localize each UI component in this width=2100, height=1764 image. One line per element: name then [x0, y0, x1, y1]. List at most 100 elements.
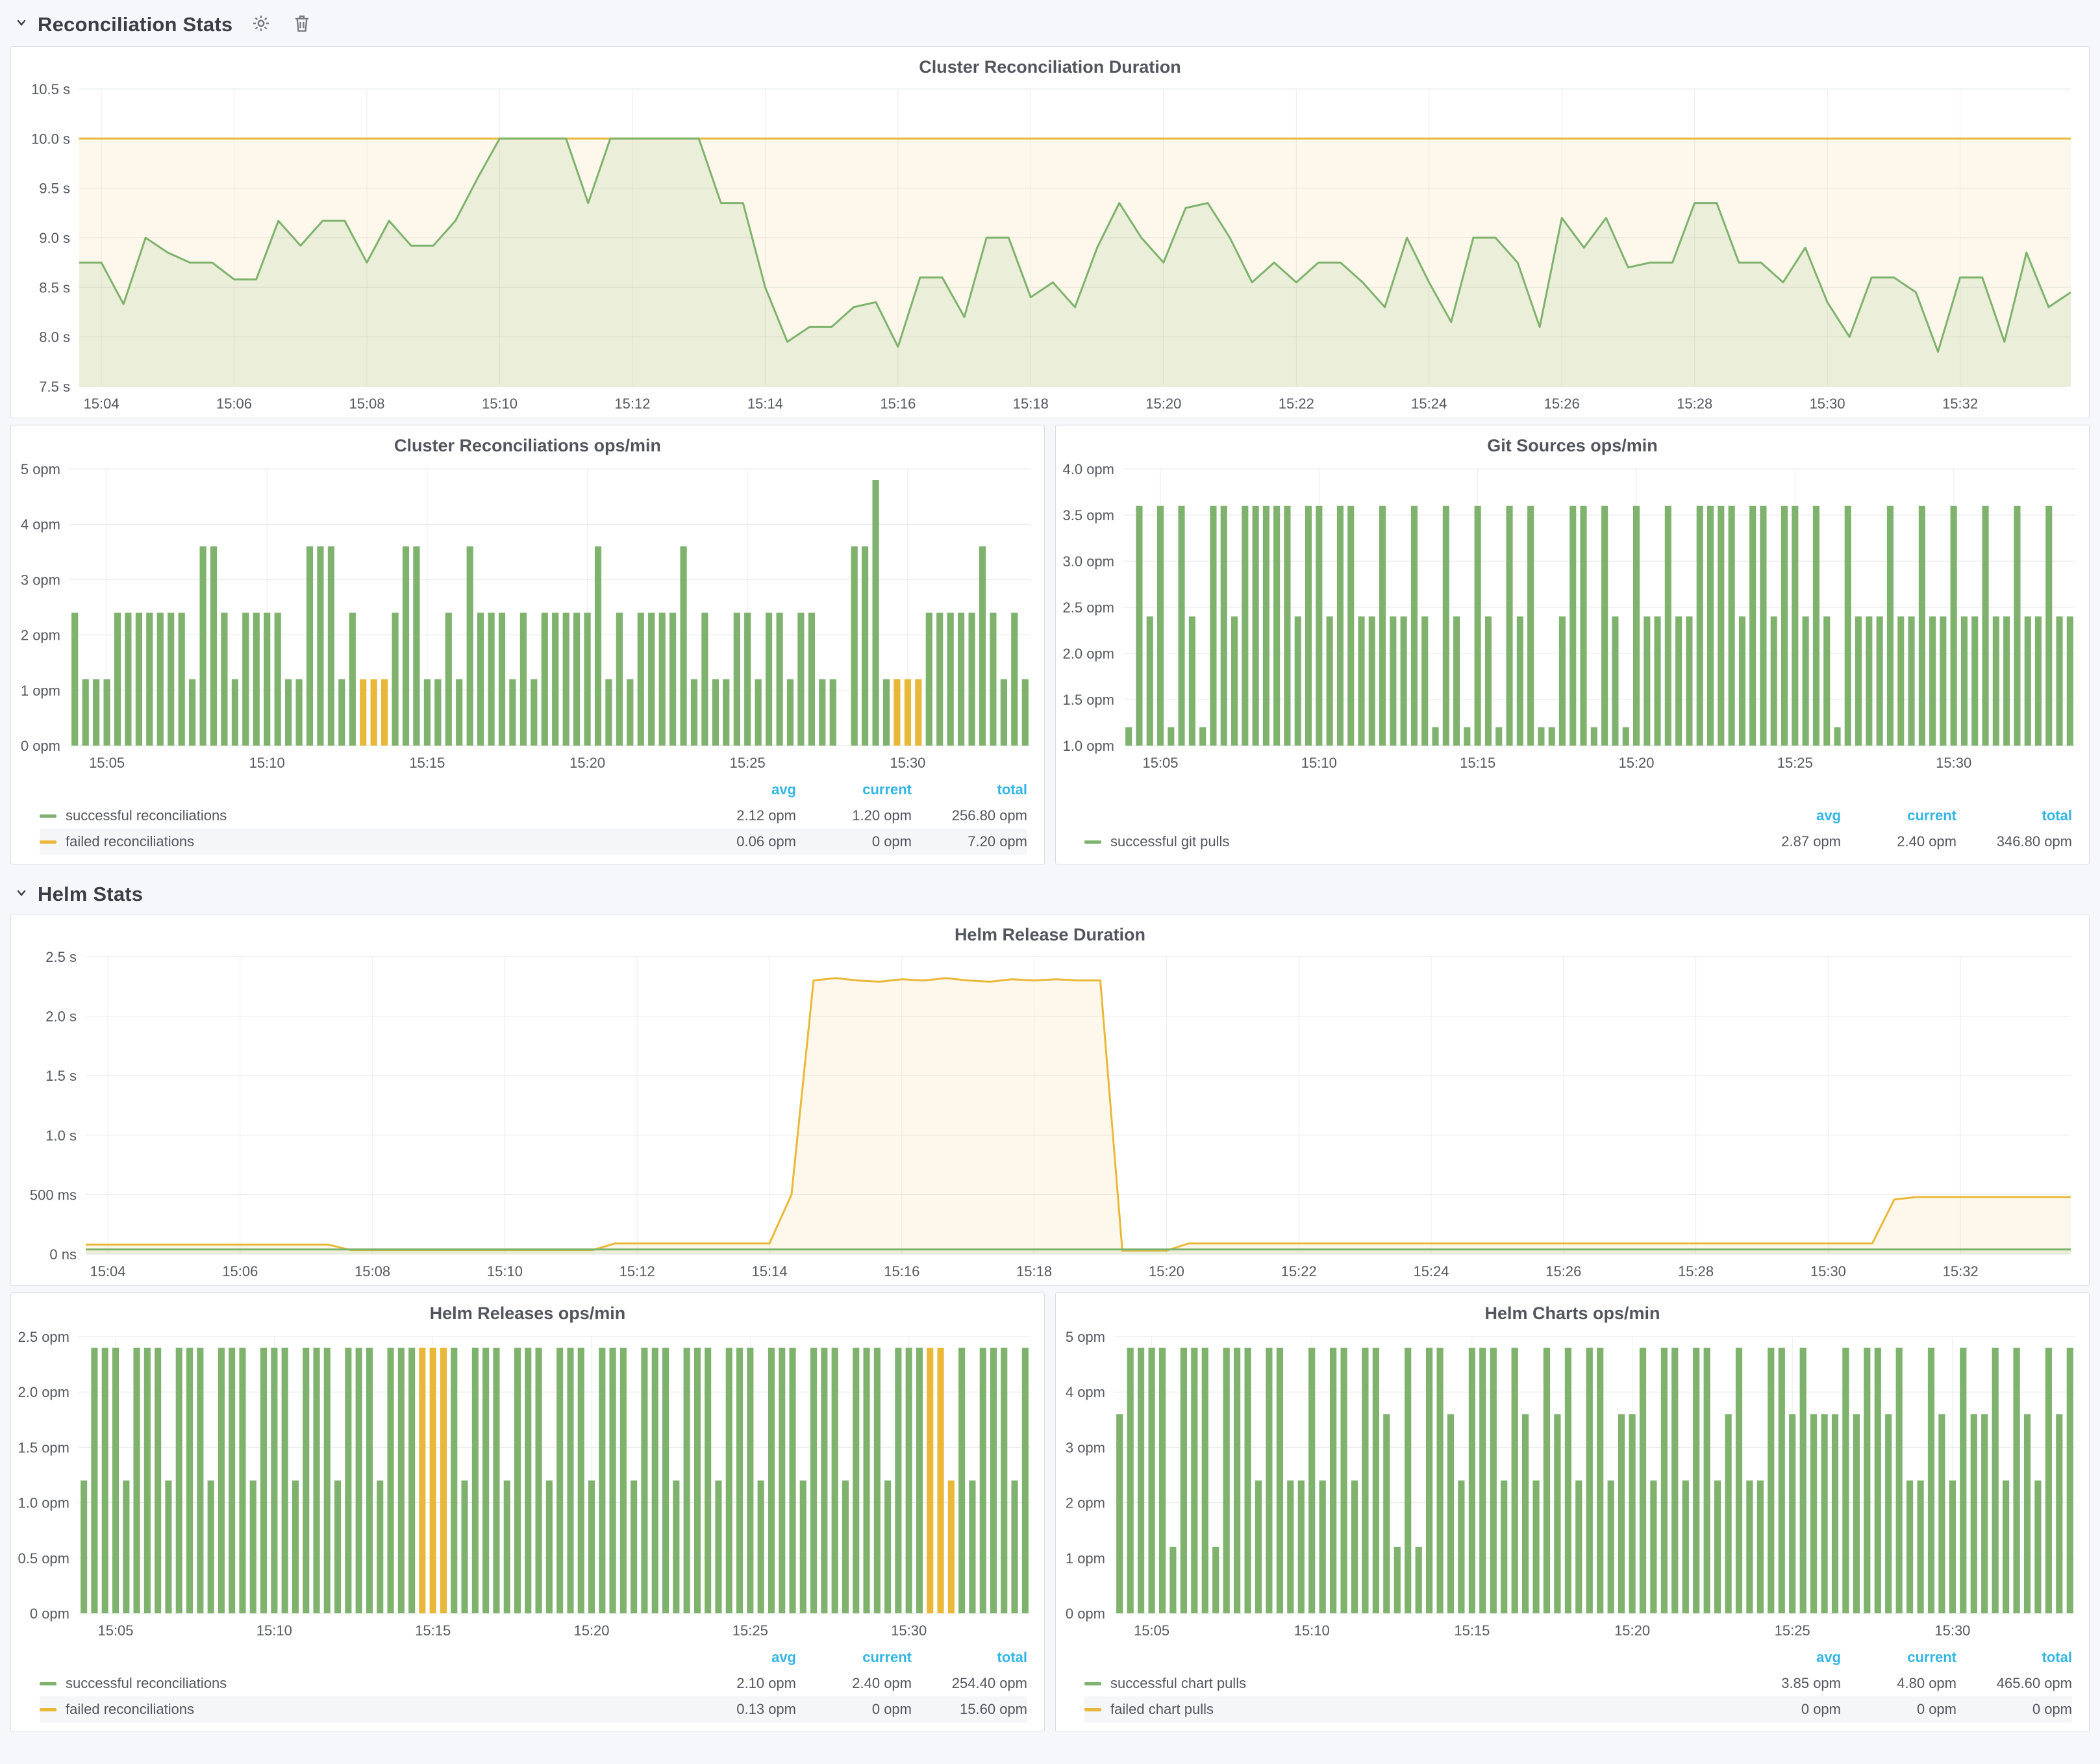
svg-text:15:18: 15:18	[1016, 1263, 1052, 1279]
svg-text:500 ms: 500 ms	[30, 1187, 77, 1203]
avg-value: 2.12 opm	[736, 807, 796, 824]
series-label[interactable]: successful reconciliations	[66, 1675, 227, 1691]
svg-text:3.5 opm: 3.5 opm	[1063, 507, 1115, 523]
avg-value: 3.85 opm	[1781, 1675, 1841, 1691]
avg-value: 2.10 opm	[736, 1675, 796, 1691]
git-sources-chart[interactable]: 15:05 15:10 15:15 15:20 15:25 15:30 1.0 opm 1.5…	[1056, 459, 2088, 777]
series-label[interactable]: failed reconciliations	[66, 833, 195, 850]
legend-col-avg[interactable]: avg	[1816, 1649, 1841, 1665]
svg-text:1.0 opm: 1.0 opm	[1063, 738, 1115, 754]
svg-text:15:26: 15:26	[1544, 396, 1580, 412]
svg-text:15:12: 15:12	[619, 1263, 655, 1279]
section-header-helm-stats[interactable]: Helm Stats	[0, 872, 2100, 914]
total-value: 7.20 opm	[968, 833, 1027, 850]
legend-col-current[interactable]: current	[862, 781, 912, 798]
cluster-reconciliations-chart[interactable]: 15:05 15:10 15:15 15:20 15:25 15:30 0 opm 1 opm…	[11, 459, 1044, 777]
svg-text:15:32: 15:32	[1943, 1263, 1979, 1279]
legend-header: avg current total	[1084, 1644, 2072, 1670]
current-value: 0 opm	[871, 1701, 912, 1717]
section-header-reconciliation-stats[interactable]: Reconciliation Stats	[0, 0, 2100, 46]
svg-text:15:08: 15:08	[355, 1263, 390, 1279]
svg-text:15:20: 15:20	[1145, 396, 1181, 412]
svg-text:1.0 opm: 1.0 opm	[18, 1495, 70, 1511]
legend-cluster-reconciliations: avg current total successful reconciliat…	[11, 777, 1044, 864]
section-delete-button[interactable]	[290, 10, 314, 38]
legend-row-successful: successful reconciliations 2.10 opm 2.40…	[40, 1670, 1027, 1696]
legend-row-successful: successful reconciliations 2.12 opm 1.20…	[40, 803, 1027, 829]
svg-text:15:30: 15:30	[1810, 396, 1845, 412]
svg-text:15:05: 15:05	[1134, 1622, 1169, 1639]
svg-text:15:26: 15:26	[1545, 1263, 1581, 1279]
svg-text:2.0 opm: 2.0 opm	[1063, 646, 1115, 662]
panel-helm-releases: Helm Releases ops/min 15:05 15:10 15:15 15:…	[10, 1292, 1045, 1732]
svg-text:1.5 s: 1.5 s	[45, 1068, 77, 1084]
svg-text:0 opm: 0 opm	[30, 1606, 69, 1622]
svg-text:1.0 s: 1.0 s	[45, 1128, 77, 1144]
svg-text:15:10: 15:10	[1301, 755, 1337, 771]
svg-text:15:12: 15:12	[614, 396, 650, 412]
series-marker	[1084, 1707, 1101, 1711]
svg-text:2.5 s: 2.5 s	[45, 949, 77, 965]
svg-text:5 opm: 5 opm	[1066, 1329, 1105, 1345]
svg-text:3.0 opm: 3.0 opm	[1063, 553, 1115, 570]
legend-col-current[interactable]: current	[1907, 807, 1956, 824]
avg-value: 0 opm	[1801, 1701, 1841, 1717]
svg-text:8.0 s: 8.0 s	[39, 329, 70, 346]
svg-text:1 opm: 1 opm	[1066, 1550, 1105, 1567]
legend-col-total[interactable]: total	[2042, 1649, 2072, 1665]
svg-text:15:04: 15:04	[84, 396, 119, 412]
panel-git-sources: Git Sources ops/min 15:05 15:10 15:15 15:20…	[1055, 425, 2090, 864]
panel-helm-charts: Helm Charts ops/min 15:05 15:10 15:15 15:20…	[1055, 1292, 2090, 1732]
legend-col-total[interactable]: total	[2042, 807, 2072, 824]
series-label[interactable]: successful reconciliations	[66, 807, 227, 824]
svg-text:15:14: 15:14	[751, 1263, 787, 1279]
panel-title[interactable]: Helm Release Duration	[954, 925, 1146, 944]
series-label[interactable]: failed reconciliations	[66, 1701, 195, 1717]
legend-col-total[interactable]: total	[997, 781, 1027, 798]
legend-col-avg[interactable]: avg	[771, 1649, 796, 1665]
panel-title[interactable]: Helm Releases ops/min	[429, 1304, 626, 1323]
helm-releases-chart[interactable]: 15:05 15:10 15:15 15:20 15:25 15:30 0 opm 0.5 o…	[11, 1326, 1044, 1644]
current-value: 4.80 opm	[1897, 1675, 1956, 1691]
svg-text:15:06: 15:06	[216, 396, 252, 412]
legend-col-current[interactable]: current	[862, 1649, 912, 1665]
legend-row-successful: successful chart pulls 3.85 opm 4.80 opm…	[1084, 1670, 2072, 1696]
svg-text:15:16: 15:16	[884, 1263, 919, 1279]
svg-text:10.0 s: 10.0 s	[31, 131, 70, 147]
svg-text:15:15: 15:15	[1460, 755, 1495, 771]
svg-text:15:20: 15:20	[1149, 1263, 1184, 1279]
section-title: Reconciliation Stats	[38, 12, 233, 36]
cluster-reconciliation-duration-chart[interactable]: 15:04 15:06 15:08 15:10 15:12 15:14 15:16 15:18…	[11, 80, 2089, 418]
gear-icon	[253, 16, 269, 31]
legend-row-successful: successful git pulls 2.87 opm 2.40 opm 3…	[1084, 829, 2072, 855]
avg-value: 2.87 opm	[1781, 833, 1841, 850]
svg-text:2.5 opm: 2.5 opm	[1063, 599, 1115, 616]
series-label[interactable]: failed chart pulls	[1110, 1701, 1214, 1717]
svg-text:2.0 opm: 2.0 opm	[18, 1384, 70, 1400]
svg-text:4.0 opm: 4.0 opm	[1063, 461, 1115, 477]
series-marker	[40, 1707, 56, 1711]
trash-icon	[295, 15, 309, 32]
panel-title[interactable]: Helm Charts ops/min	[1484, 1304, 1660, 1323]
panel-title[interactable]: Cluster Reconciliations ops/min	[394, 436, 662, 455]
series-marker	[1084, 1682, 1101, 1685]
series-label[interactable]: successful chart pulls	[1110, 1675, 1247, 1691]
current-value: 0 opm	[871, 833, 912, 850]
section-settings-button[interactable]	[248, 10, 274, 38]
svg-text:5 opm: 5 opm	[21, 461, 60, 477]
series-marker	[40, 814, 56, 818]
svg-text:1.5 opm: 1.5 opm	[1063, 692, 1115, 708]
legend-col-current[interactable]: current	[1907, 1649, 1956, 1665]
panel-title[interactable]: Git Sources ops/min	[1487, 436, 1658, 455]
svg-text:7.5 s: 7.5 s	[39, 379, 70, 395]
legend-col-avg[interactable]: avg	[771, 781, 796, 798]
total-value: 0 opm	[2032, 1701, 2072, 1717]
current-value: 0 opm	[1916, 1701, 1956, 1717]
svg-text:15:15: 15:15	[415, 1622, 451, 1639]
panel-title[interactable]: Cluster Reconciliation Duration	[919, 57, 1181, 77]
helm-charts-chart[interactable]: 15:05 15:10 15:15 15:20 15:25 15:30 0 opm 1 opm…	[1056, 1326, 2088, 1644]
helm-release-duration-chart[interactable]: 15:04 15:06 15:08 15:10 15:12 15:14 15:16 15:18…	[11, 948, 2089, 1285]
legend-col-total[interactable]: total	[997, 1649, 1027, 1665]
series-label[interactable]: successful git pulls	[1110, 833, 1230, 850]
legend-col-avg[interactable]: avg	[1816, 807, 1841, 824]
